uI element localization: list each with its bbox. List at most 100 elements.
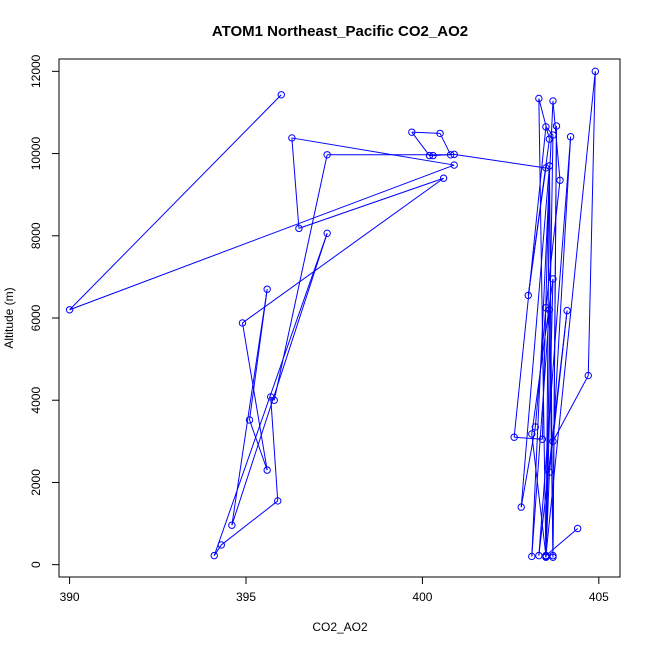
y-axis-label: Altitude (m) (2, 287, 16, 348)
data-point (295, 224, 303, 233)
x-tick-label: 400 (412, 590, 432, 604)
series-segment (220, 500, 279, 546)
series-segment (231, 289, 268, 526)
series-segment (545, 126, 554, 136)
series-segment (213, 233, 328, 556)
data-point (573, 524, 582, 533)
data-point (270, 396, 278, 404)
series-segment (545, 472, 550, 556)
series-segment (298, 177, 444, 229)
x-tick-label: 390 (60, 590, 80, 604)
data-point (439, 174, 448, 182)
series-segment (552, 100, 561, 181)
series-segment (538, 136, 572, 556)
series-segment (411, 131, 441, 134)
series-segment (411, 131, 430, 156)
data-point (556, 176, 564, 184)
data-point (549, 437, 557, 446)
series-segment (531, 309, 550, 557)
data-point (542, 304, 550, 312)
data-point (566, 133, 575, 141)
data-point (450, 150, 458, 159)
chart-title: ATOM1 Northeast_Pacific CO2_AO2 (212, 23, 468, 40)
data-point (528, 552, 536, 561)
x-axis: 390 395 400 405 (60, 577, 609, 604)
series-segment (231, 233, 328, 526)
data-point (263, 285, 271, 293)
series-segment (513, 126, 547, 438)
series-segment (213, 544, 222, 556)
series-segment (520, 165, 550, 508)
series-segment (531, 278, 554, 435)
data-point (425, 151, 434, 160)
series-segment (439, 133, 452, 156)
data-point (524, 291, 532, 300)
data-point (210, 551, 218, 560)
y-tick-label: 4000 (29, 387, 43, 414)
series-segment (270, 396, 275, 401)
data-point (535, 94, 543, 103)
y-tick-label: 2000 (29, 469, 43, 496)
data-point (446, 151, 455, 159)
x-tick-label: 395 (236, 590, 256, 604)
data-point (584, 371, 592, 380)
series-segment (242, 177, 444, 324)
series-segment (541, 165, 550, 440)
data-point (323, 151, 331, 159)
data-point (545, 468, 554, 476)
data-point (535, 551, 543, 560)
data-point (545, 162, 554, 170)
data-point (245, 416, 254, 424)
series-segment (69, 94, 282, 311)
series-segment (270, 396, 279, 501)
series-segment (241, 322, 268, 471)
y-tick-label: 8000 (29, 222, 43, 249)
x-axis-label: CO2_AO2 (312, 620, 368, 634)
data-point (549, 275, 557, 283)
data-point (323, 229, 331, 238)
data-point (549, 551, 557, 560)
data-point (549, 131, 557, 139)
data-point (217, 541, 226, 549)
data-point (263, 466, 271, 474)
data-point (429, 151, 437, 160)
series-segment (291, 137, 455, 166)
data-point (277, 91, 285, 99)
data-point (436, 129, 444, 138)
y-tick-label: 10000 (29, 137, 43, 171)
data-point (542, 551, 550, 560)
series-segment (548, 309, 554, 556)
series-segment (531, 433, 547, 556)
series-lines (69, 71, 596, 558)
data-point (528, 430, 536, 438)
series-segment (587, 71, 596, 376)
y-tick-label: 0 (29, 561, 43, 568)
data-point (552, 122, 561, 130)
series-segment (545, 71, 596, 556)
series-segment (545, 528, 578, 557)
series-segment (273, 154, 328, 401)
data-point (591, 67, 600, 76)
series-segment (545, 180, 561, 308)
series-segment (69, 164, 455, 311)
data-point (517, 503, 525, 511)
data-point (228, 521, 236, 529)
series-points (65, 67, 600, 561)
data-point (542, 164, 550, 172)
data-point (238, 319, 247, 327)
series-segment (514, 436, 543, 440)
data-point (408, 128, 416, 136)
data-point (288, 134, 296, 142)
series-segment (538, 98, 550, 140)
y-tick-label: 6000 (29, 304, 43, 331)
y-tick-label: 12000 (29, 54, 43, 88)
data-point (450, 161, 458, 169)
data-point (545, 306, 554, 314)
data-point (65, 306, 74, 314)
data-point (531, 423, 540, 431)
y-axis: 0 2000 4000 6000 8000 10000 12000 (29, 54, 59, 568)
data-point (274, 497, 282, 505)
x-tick-label: 405 (589, 590, 609, 604)
data-point (549, 97, 557, 105)
